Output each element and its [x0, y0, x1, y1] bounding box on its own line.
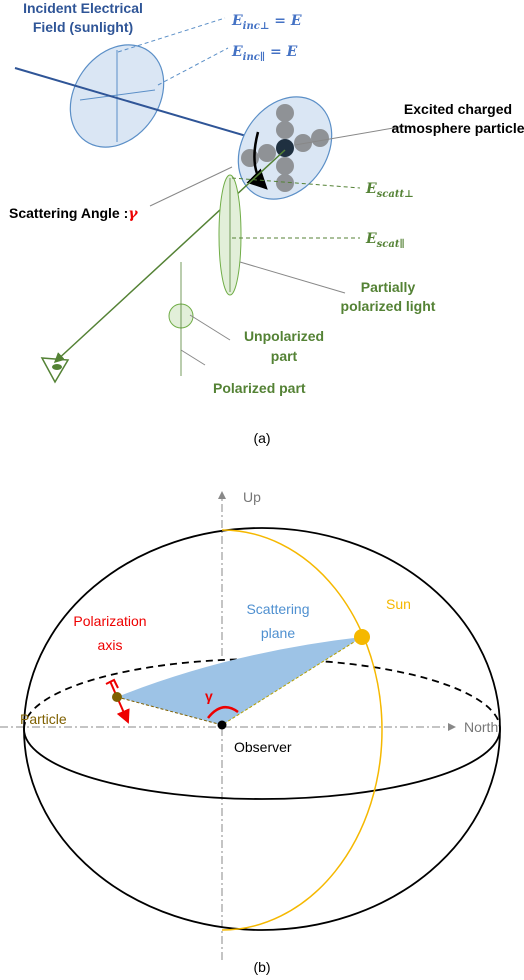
- sun: [354, 629, 370, 645]
- leader: [240, 262, 345, 293]
- observer-label: Observer: [234, 739, 292, 755]
- caption: (a): [253, 430, 270, 446]
- leader: [118, 18, 225, 52]
- leader: [150, 167, 232, 206]
- particle-label: Particle: [20, 711, 67, 727]
- particle: [112, 692, 122, 702]
- observer: [218, 721, 227, 730]
- leader: [190, 315, 230, 340]
- e-inc-par: Einc∥ = E: [231, 44, 298, 63]
- scattering-plane: [117, 637, 362, 725]
- celestial-sphere: [24, 528, 500, 930]
- figure: Incident ElectricalField (sunlight) Einc…: [0, 0, 524, 980]
- north-label: North: [464, 719, 498, 735]
- leader: [181, 350, 205, 365]
- e-inc-perp: Einc⊥ = E: [231, 13, 302, 32]
- polarized-label: Polarized part: [213, 380, 306, 396]
- e-scatt-perp: Escatt⊥: [365, 181, 414, 200]
- gamma-label: γ: [205, 688, 213, 704]
- eye: [52, 364, 62, 370]
- sun-label: Sun: [386, 596, 411, 612]
- up-label: Up: [243, 489, 261, 505]
- caption: (b): [253, 959, 270, 975]
- sun-meridian: [222, 530, 382, 930]
- leader: [158, 48, 228, 85]
- particle: [276, 139, 294, 157]
- angle-label: Scattering Angle :γ: [9, 205, 138, 222]
- e-scat-par: Escat∥: [365, 231, 405, 250]
